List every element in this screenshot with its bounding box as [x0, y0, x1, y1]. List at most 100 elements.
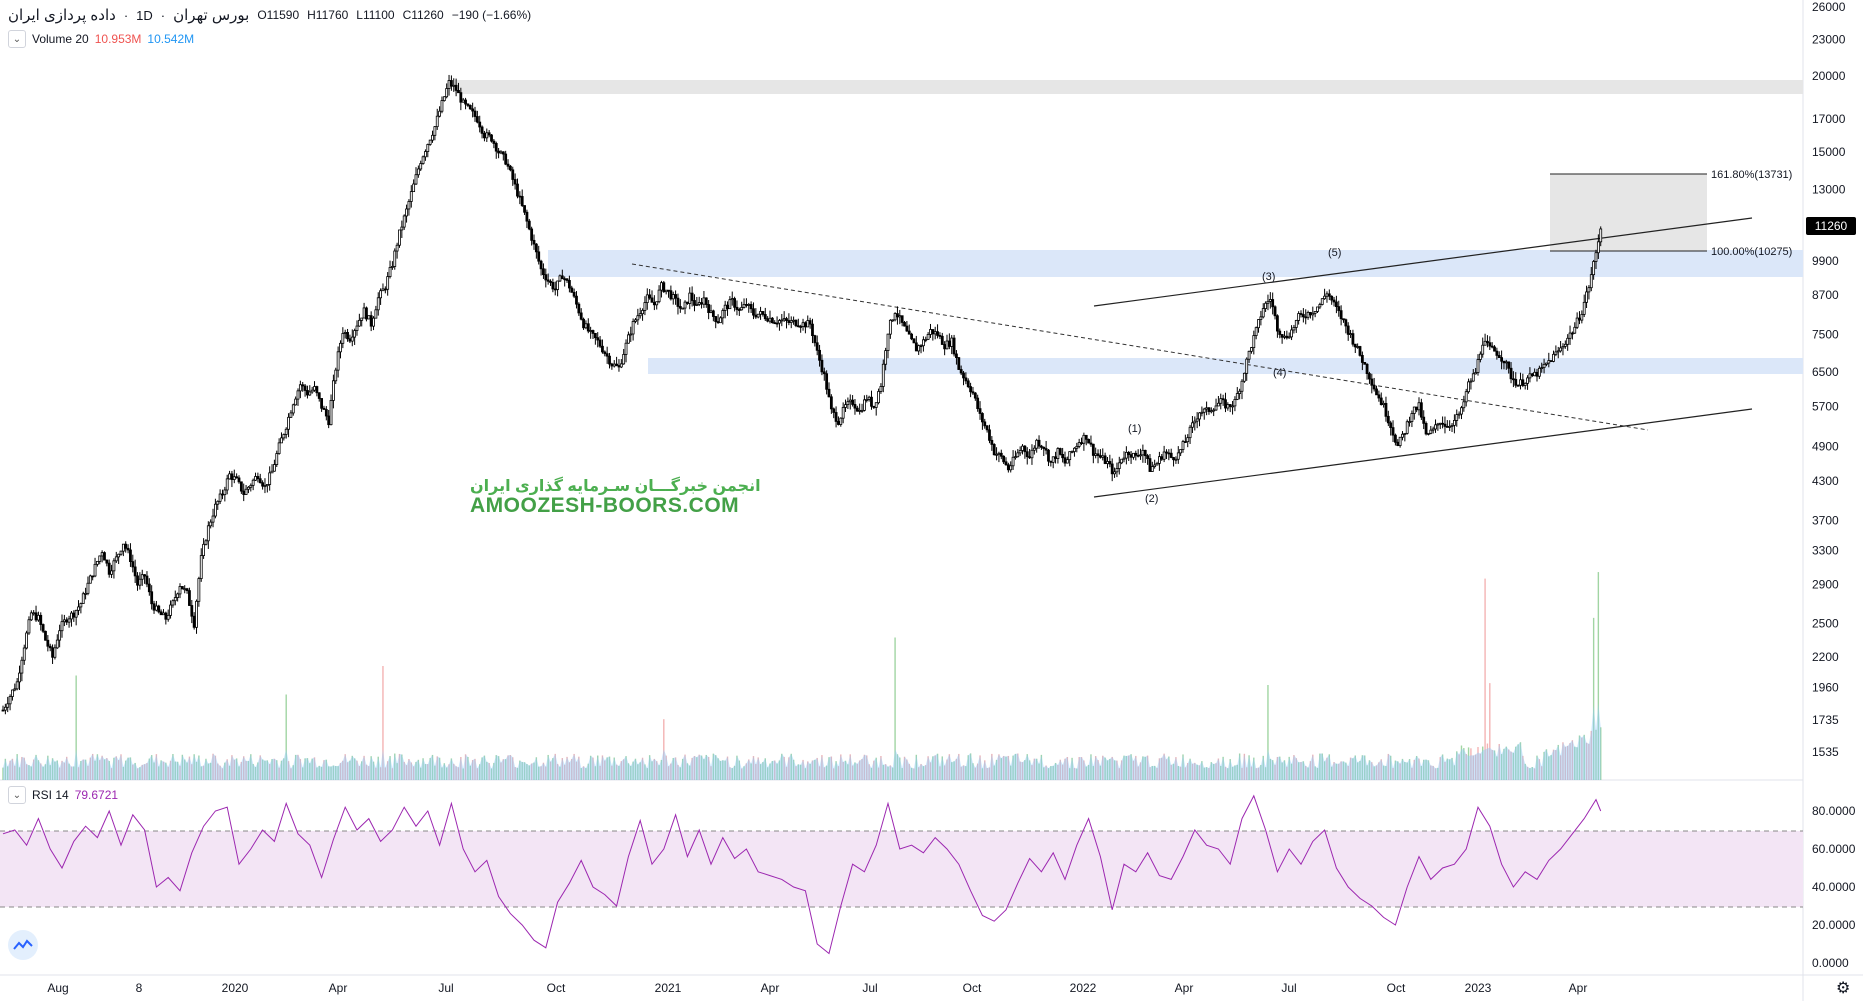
volume-bar [981, 768, 984, 780]
volume-bar [1585, 742, 1588, 780]
tradingview-logo-icon[interactable] [8, 930, 38, 960]
volume-bar [1578, 735, 1581, 780]
candle-body [1476, 359, 1480, 373]
volume-bar [1411, 767, 1413, 780]
volume-label[interactable]: Volume 20 [32, 32, 89, 46]
gear-icon[interactable]: ⚙ [1836, 980, 1851, 997]
volume-bar [679, 767, 682, 780]
candle-body [206, 525, 210, 542]
volume-bar [502, 759, 505, 780]
candle-body [105, 559, 109, 564]
volume-bar [613, 757, 615, 780]
candle-body [13, 688, 17, 691]
candle-body [782, 318, 786, 321]
candle-body [164, 612, 168, 620]
volume-bar [1434, 768, 1437, 780]
volume-bar [1571, 740, 1574, 780]
rsi-label[interactable]: RSI 14 [32, 788, 69, 802]
volume-bar [646, 768, 648, 780]
ohlc-low: L11100 [356, 8, 395, 22]
volume-bar [1104, 757, 1106, 780]
source-name[interactable]: داده پردازی ایران [8, 7, 116, 24]
volume-bar [589, 755, 592, 780]
candle-body [1287, 336, 1291, 339]
candle-body [360, 317, 364, 321]
candle-body [608, 355, 611, 365]
volume-bar [191, 764, 193, 780]
rsi-tick-label: 80.0000 [1812, 804, 1856, 818]
candle-body [1110, 463, 1114, 475]
volume-bar [710, 766, 712, 780]
candle-body [1313, 311, 1317, 314]
candle-body [334, 369, 338, 382]
volume-bar [733, 765, 736, 780]
candle-body [605, 353, 609, 357]
rsi-legend: ⌄ RSI 14 79.6721 [8, 786, 118, 804]
volume-bar [304, 758, 306, 780]
candle-body [1594, 252, 1598, 262]
candle-body [428, 139, 432, 145]
chevron-down-icon[interactable]: ⌄ [8, 30, 26, 48]
candle-body [1509, 367, 1513, 380]
candle-body [202, 543, 206, 556]
header-separator-2: · [160, 7, 166, 23]
candle-body [683, 301, 687, 309]
candle-body [596, 337, 600, 341]
volume-bar [1224, 766, 1227, 780]
volume-bar [1130, 754, 1132, 780]
volume-bar [880, 756, 882, 780]
symbol-name[interactable]: بورس تهران [173, 7, 250, 24]
volume-bar [1477, 747, 1479, 780]
candle-body [237, 477, 241, 483]
candle-body [1327, 293, 1331, 297]
volume-bar [490, 768, 493, 780]
volume-bar [1557, 744, 1559, 780]
candle-body [492, 140, 496, 144]
volume-bar [1061, 764, 1064, 780]
candle-body [1358, 346, 1362, 356]
volume-bar [986, 768, 988, 780]
candle-body [171, 600, 175, 606]
volume-bar [160, 760, 162, 780]
volume-bar [1460, 745, 1463, 780]
volume-bar [1415, 755, 1418, 780]
candle-body [841, 407, 845, 419]
volume-bar [974, 767, 977, 780]
chevron-down-icon[interactable]: ⌄ [8, 786, 26, 804]
time-axis[interactable]: Aug 8 2020 Apr Jul Oct 2021 Apr Jul Oct 2022 Apr Jul… [47, 981, 1587, 995]
volume-bar [703, 759, 705, 780]
price-axis[interactable]: 26000 23000 20000 17000 15000 13000 9900 8700 75… [1812, 0, 1846, 759]
volume-bar [1201, 761, 1203, 780]
volume-bar [1050, 766, 1052, 780]
candle-body [306, 390, 309, 396]
candle-body [688, 292, 692, 304]
candle-body [716, 321, 720, 324]
rsi-axis[interactable]: 80.0000 60.0000 40.0000 20.0000 0.0000 [1812, 804, 1856, 970]
volume-bar [14, 765, 16, 780]
interval[interactable]: 1D [136, 7, 153, 23]
volume-bar [353, 758, 356, 780]
volume-bar [903, 756, 906, 780]
candle-body [686, 301, 689, 304]
candle-body [1018, 450, 1022, 454]
volume-bar [1387, 753, 1390, 780]
volume-bar [816, 757, 818, 780]
volume-bar [663, 719, 665, 780]
candle-body [945, 340, 949, 350]
volume-bar [1094, 756, 1097, 780]
candle-body [1438, 422, 1442, 425]
candle-body [393, 250, 397, 267]
volume-bar [240, 761, 243, 780]
volume-bar [427, 764, 429, 780]
volume-bar [910, 767, 913, 780]
volume-bar [948, 754, 951, 780]
volume-bar [99, 760, 101, 780]
volume-bar [604, 760, 606, 780]
candle-body [119, 550, 123, 555]
price-tick-label: 15000 [1812, 145, 1846, 159]
volume-bar [698, 754, 700, 780]
candle-body [676, 297, 680, 307]
rsi-tick-label: 40.0000 [1812, 880, 1856, 894]
candle-body [1521, 379, 1525, 386]
